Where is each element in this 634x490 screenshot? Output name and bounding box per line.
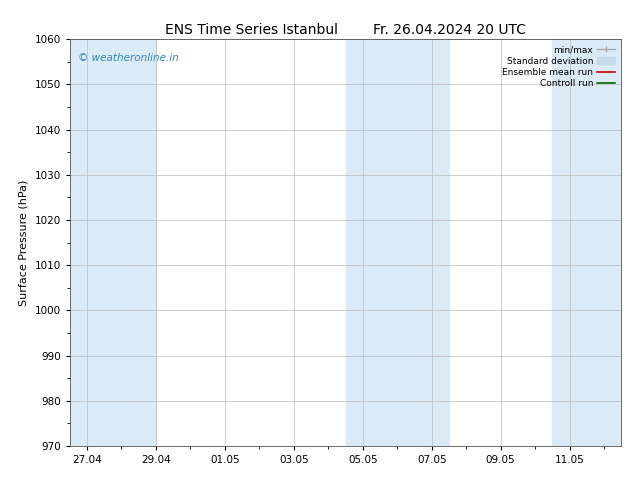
Bar [346, 39, 449, 446]
Title: ENS Time Series Istanbul        Fr. 26.04.2024 20 UTC: ENS Time Series Istanbul Fr. 26.04.2024 … [165, 23, 526, 37]
Text: © weatheronline.in: © weatheronline.in [78, 53, 179, 63]
Legend: min/max, Standard deviation, Ensemble mean run, Controll run: min/max, Standard deviation, Ensemble me… [500, 44, 617, 90]
Y-axis label: Surface Pressure (hPa): Surface Pressure (hPa) [19, 179, 29, 306]
Bar [552, 39, 621, 446]
Bar [70, 39, 156, 446]
